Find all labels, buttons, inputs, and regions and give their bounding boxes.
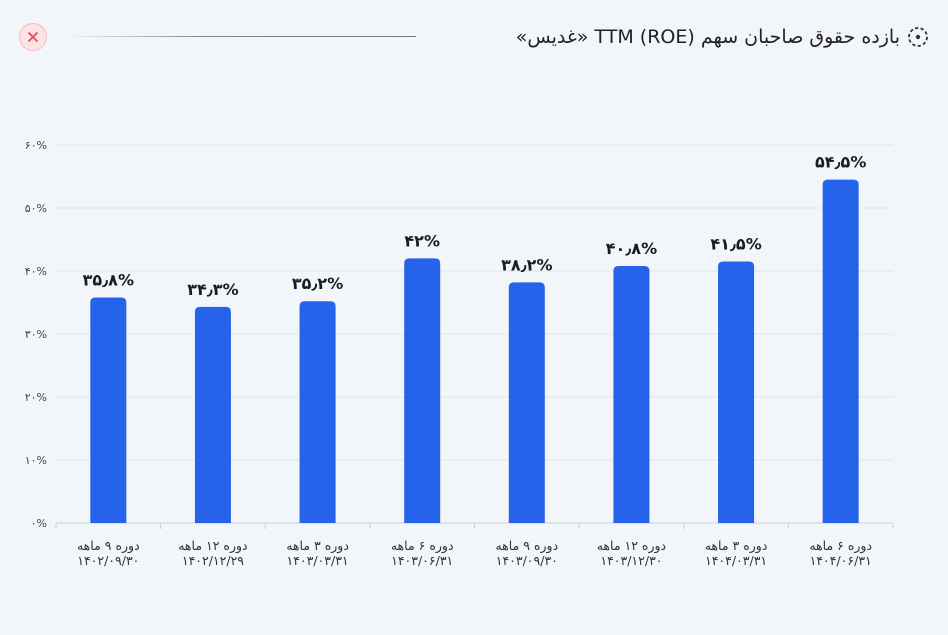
x-tick-label: ۱۴۰۲/۱۲/۲۹ xyxy=(182,553,244,568)
x-tick-label: دوره ۱۲ ماهه xyxy=(597,538,666,554)
x-tick-label: ۱۴۰۳/۰۹/۳۰ xyxy=(496,553,558,568)
y-tick-label: ۰% xyxy=(31,517,47,530)
bars xyxy=(90,179,859,523)
y-tick-label: ۱۰% xyxy=(25,454,47,467)
x-tick-label: دوره ۱۲ ماهه xyxy=(178,538,247,554)
y-tick-label: ۶۰% xyxy=(25,139,47,152)
header-divider xyxy=(64,36,416,37)
data-label: ۴۲% xyxy=(404,231,440,250)
close-icon xyxy=(28,32,38,42)
x-tick-label: دوره ۳ ماهه xyxy=(286,538,349,554)
close-button[interactable] xyxy=(19,23,47,51)
x-tick-label: ۱۴۰۳/۱۲/۳۰ xyxy=(600,553,662,568)
chart-header: بازده حقوق صاحبان سهم TTM (ROE) «غدیس» xyxy=(0,0,948,72)
bar xyxy=(404,258,441,523)
data-labels: ۳۵٫۸% ۳۴٫۳% ۳۵٫۲% ۴۲% ۳۸٫۲% ۴۰٫۸% ۴۱٫۵% ۵۴٫۵% xyxy=(83,153,867,299)
y-tick-label: ۲۰% xyxy=(25,391,47,404)
bar xyxy=(194,306,231,523)
dotted-circle-icon xyxy=(908,27,928,47)
bar xyxy=(90,297,127,523)
bar xyxy=(613,265,650,523)
x-tick-label: ۱۴۰۳/۰۶/۳۱ xyxy=(391,553,453,568)
x-tick-label: دوره ۹ ماهه xyxy=(495,538,558,554)
y-axis-ticks: ۰% ۱۰% ۲۰% ۳۰% ۴۰% ۵۰% ۶۰% xyxy=(25,139,47,530)
bar xyxy=(718,261,755,523)
bar xyxy=(508,282,545,523)
data-label: ۴۱٫۵% xyxy=(710,235,761,254)
x-tick-label: ۱۴۰۲/۰۹/۳۰ xyxy=(77,553,139,568)
bar xyxy=(299,301,336,523)
x-tick-label: ۱۴۰۴/۰۶/۳۱ xyxy=(810,553,872,568)
y-tick-label: ۴۰% xyxy=(25,265,47,278)
x-tick-label: ۱۴۰۴/۰۳/۳۱ xyxy=(705,553,767,568)
x-tick-label: دوره ۶ ماهه xyxy=(391,538,454,554)
data-label: ۳۸٫۲% xyxy=(501,255,552,274)
data-label: ۳۴٫۳% xyxy=(187,280,238,299)
x-tick-label: ۱۴۰۳/۰۳/۳۱ xyxy=(286,553,348,568)
bar xyxy=(822,179,859,523)
data-label: ۵۴٫۵% xyxy=(815,153,866,172)
grid-lines xyxy=(56,144,893,524)
data-label: ۴۰٫۸% xyxy=(606,239,657,258)
data-label: ۳۵٫۲% xyxy=(292,274,343,293)
x-tick-label: دوره ۳ ماهه xyxy=(705,538,768,554)
x-tick-label: دوره ۹ ماهه xyxy=(77,538,140,554)
x-tick-label: دوره ۶ ماهه xyxy=(809,538,872,554)
chart-title: بازده حقوق صاحبان سهم TTM (ROE) «غدیس» xyxy=(515,26,900,48)
y-tick-label: ۵۰% xyxy=(25,202,47,215)
y-tick-label: ۳۰% xyxy=(25,328,47,341)
data-label: ۳۵٫۸% xyxy=(83,270,134,289)
